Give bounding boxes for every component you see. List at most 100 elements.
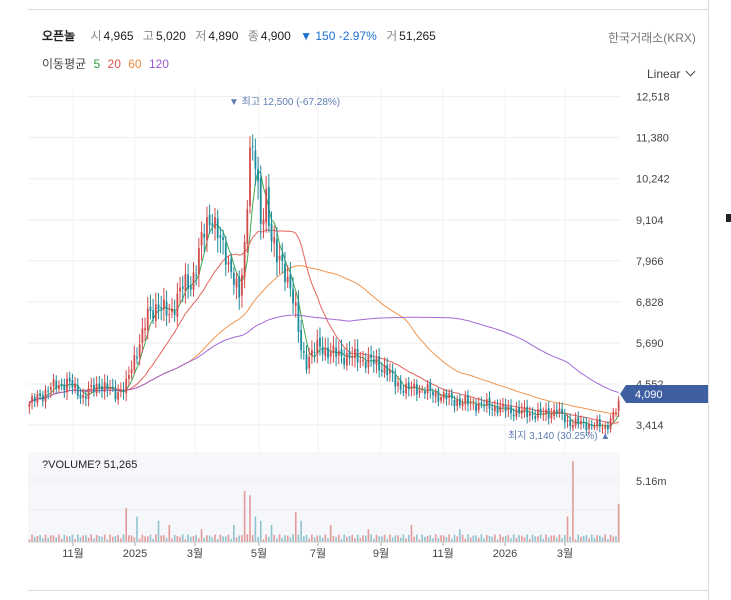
volume-bar [211, 537, 214, 542]
candle [467, 389, 469, 412]
candle [66, 372, 68, 400]
volume-bar [434, 534, 437, 542]
moving-average-lines [28, 169, 620, 427]
candle [39, 389, 42, 401]
volume-bar [319, 535, 321, 542]
y-tick-label: 5,690 [636, 338, 664, 350]
candle [531, 407, 534, 421]
volume-bar [28, 539, 31, 542]
x-tick-label: 2025 [123, 548, 147, 560]
candle [84, 389, 87, 407]
candle [52, 373, 55, 394]
candle [60, 378, 63, 391]
candle [267, 173, 270, 233]
candle [418, 385, 421, 398]
candle [558, 401, 561, 418]
candle [442, 388, 445, 404]
volume-bar [268, 536, 270, 542]
volume-bar [362, 535, 364, 542]
candle [335, 337, 338, 367]
candle [596, 415, 599, 431]
volume-bar [324, 534, 327, 542]
volume-bar [526, 534, 528, 542]
candle [257, 156, 259, 200]
volume-bar [303, 536, 305, 542]
volume-bar [259, 520, 262, 542]
candle [397, 376, 399, 393]
volume-bar [491, 536, 493, 542]
volume-bar [593, 537, 596, 542]
volume-bar [343, 534, 345, 542]
x-tick-label: 7월 [310, 547, 326, 560]
y-tick-label: 3,414 [636, 420, 664, 432]
y-tick-label: 10,242 [636, 174, 670, 186]
candle [111, 378, 114, 392]
current-price-value: 4,090 [635, 389, 663, 401]
candle [31, 393, 33, 410]
candle [241, 268, 243, 308]
candle [179, 276, 181, 304]
frame-top-border [28, 9, 708, 10]
candle [407, 377, 410, 397]
volume-bar [308, 538, 310, 542]
volume-bar [488, 535, 491, 542]
volume-bar [383, 534, 386, 542]
volume-bar [588, 538, 590, 542]
volume-bar [33, 536, 36, 542]
volume-bar [375, 534, 378, 542]
volume-bar [329, 525, 332, 542]
candle [348, 341, 351, 366]
candle [424, 387, 426, 400]
volume-bar [356, 534, 359, 542]
volume-bar [155, 534, 157, 542]
candle [157, 293, 160, 320]
volume-bar [44, 534, 47, 542]
volume-bar [58, 534, 60, 542]
ma-5-line [28, 169, 620, 427]
candle [87, 381, 90, 407]
volume-bar [286, 535, 289, 542]
candle [493, 400, 496, 417]
candle [475, 398, 477, 417]
candle [154, 292, 157, 328]
candle [523, 400, 526, 418]
volume-bar [494, 534, 496, 542]
volume-bar [496, 539, 499, 542]
volume-bar [502, 536, 504, 542]
ma-20-label: 20 [107, 57, 121, 71]
x-tick-label: 9월 [373, 547, 389, 560]
volume-bar [537, 536, 539, 542]
open-label: 시 [90, 29, 102, 43]
candle [485, 393, 488, 413]
candlesticks [28, 134, 620, 436]
candle [507, 399, 510, 418]
current-price-tag: 4,090 [620, 385, 708, 403]
volume-bar [31, 534, 33, 542]
candle [313, 342, 316, 363]
candle [469, 397, 472, 411]
volume-bar [351, 534, 354, 542]
scale-dropdown[interactable]: Linear [647, 66, 696, 81]
volume-bar [572, 461, 574, 542]
volume-bar [523, 537, 526, 542]
candle [262, 208, 265, 239]
candle [149, 294, 152, 320]
volume-bar [327, 538, 329, 542]
volume-panel-title: ?VOLUME? 51,265 [42, 459, 137, 471]
volume-bar [114, 535, 117, 542]
x-tick-label: 11월 [432, 547, 454, 560]
moving-average-title: 이동평균 [42, 57, 87, 71]
volume-bar [101, 536, 103, 542]
candle [617, 396, 620, 417]
volume-bar [472, 535, 475, 542]
candle [480, 396, 483, 409]
volume-bar [176, 535, 179, 542]
candle [324, 337, 327, 361]
volume-bar [442, 535, 445, 542]
change-value: ▼ 150 -2.97% [300, 29, 377, 43]
low-label: 저 [195, 29, 207, 43]
volume-bar [238, 535, 241, 542]
volume-bar [547, 537, 550, 542]
volume-bar [281, 537, 284, 542]
